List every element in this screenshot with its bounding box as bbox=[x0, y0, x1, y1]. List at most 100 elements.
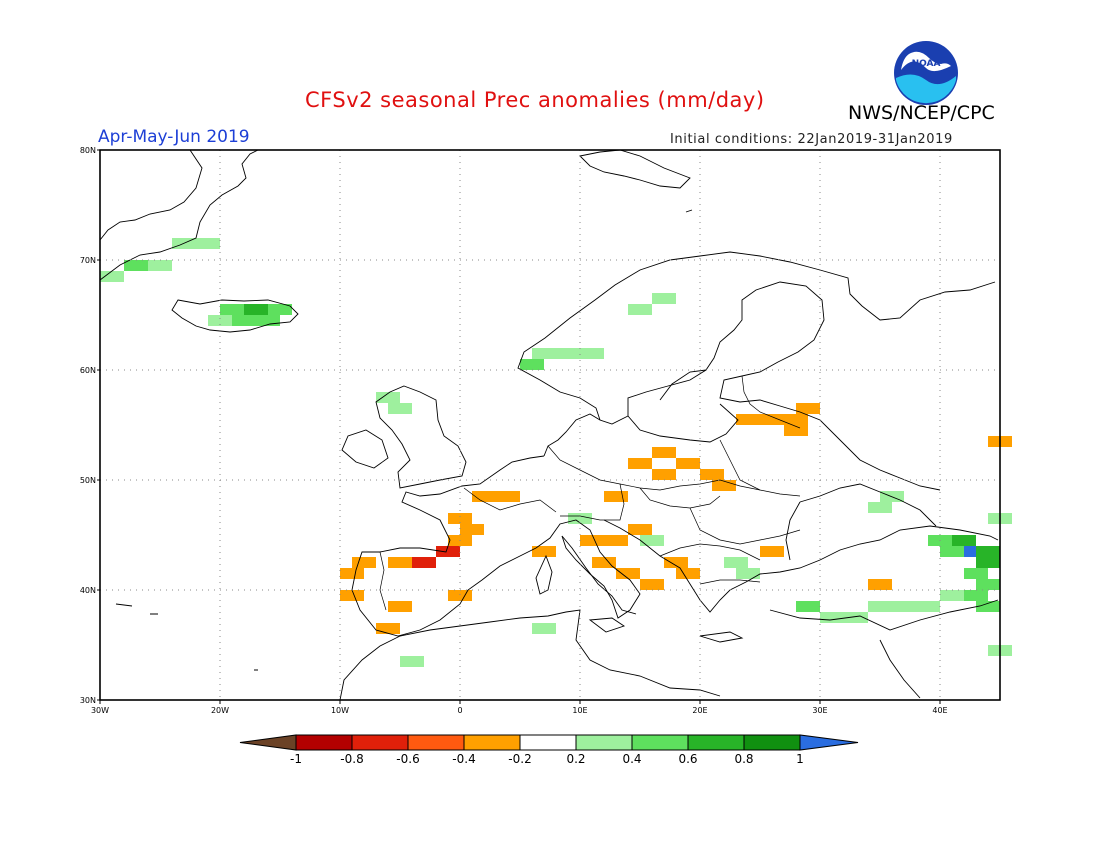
anomaly-cell bbox=[448, 513, 472, 524]
anomaly-cell bbox=[100, 271, 124, 282]
anomaly-cell bbox=[592, 557, 616, 568]
colorbar-label: -0.2 bbox=[508, 752, 532, 766]
anomaly-cell bbox=[676, 458, 700, 469]
anomaly-cell bbox=[568, 513, 592, 524]
anomaly-cell bbox=[640, 579, 664, 590]
anomaly-cell bbox=[820, 612, 844, 623]
colorbar-low-arrow bbox=[239, 734, 297, 751]
colorbar-box bbox=[743, 734, 801, 751]
graticule bbox=[100, 150, 1000, 700]
anomaly-cell bbox=[628, 524, 652, 535]
lat-label: 30N bbox=[80, 696, 96, 705]
anomaly-cell bbox=[604, 491, 628, 502]
anomaly-cell bbox=[580, 535, 604, 546]
anomaly-cell bbox=[460, 524, 484, 535]
anomaly-cell bbox=[244, 304, 268, 315]
lon-label: 20E bbox=[692, 706, 707, 715]
anomaly-cell bbox=[784, 425, 808, 436]
anomaly-cell bbox=[652, 447, 676, 458]
anomaly-cell bbox=[532, 623, 556, 634]
noaa-logo: NOAA bbox=[894, 41, 958, 105]
lon-label: 0 bbox=[457, 706, 462, 715]
map-title: CFSv2 seasonal Prec anomalies (mm/day) bbox=[305, 88, 765, 112]
lat-label: 40N bbox=[80, 586, 96, 595]
anomaly-cell bbox=[340, 568, 364, 579]
anomaly-cell bbox=[976, 557, 1000, 568]
lon-label: 30E bbox=[812, 706, 827, 715]
lat-label: 60N bbox=[80, 366, 96, 375]
anomaly-cell bbox=[976, 601, 1000, 612]
lat-label: 50N bbox=[80, 476, 96, 485]
colorbar-label: 1 bbox=[796, 752, 804, 766]
anomaly-cell bbox=[400, 656, 424, 667]
anomaly-cell bbox=[976, 546, 1000, 557]
anomaly-cell bbox=[952, 535, 976, 546]
anomaly-cell bbox=[640, 535, 664, 546]
lon-label: 10E bbox=[572, 706, 587, 715]
lon-label: 30W bbox=[91, 706, 109, 715]
anomaly-cell bbox=[616, 568, 640, 579]
anomaly-cell bbox=[940, 546, 964, 557]
colorbar-box bbox=[295, 734, 353, 751]
anomaly-cell bbox=[412, 557, 436, 568]
anomaly-cell bbox=[532, 348, 556, 359]
colorbar-box bbox=[351, 734, 409, 751]
anomaly-cell bbox=[220, 304, 244, 315]
anomaly-cell bbox=[376, 392, 400, 403]
anomaly-cell bbox=[472, 491, 496, 502]
colorbar bbox=[239, 734, 859, 751]
anomaly-cell bbox=[736, 568, 760, 579]
anomaly-cell bbox=[916, 601, 940, 612]
colorbar-box bbox=[407, 734, 465, 751]
anomaly-cell bbox=[388, 403, 412, 414]
lat-label: 70N bbox=[80, 256, 96, 265]
anomaly-cell bbox=[892, 601, 916, 612]
colorbar-box bbox=[463, 734, 521, 751]
anomaly-cell bbox=[436, 546, 460, 557]
lon-label: 10W bbox=[331, 706, 349, 715]
anomaly-cell bbox=[868, 601, 892, 612]
colorbar-label: 0.2 bbox=[566, 752, 586, 766]
lat-label: 80N bbox=[80, 146, 96, 155]
anomaly-cell bbox=[712, 480, 736, 491]
colorbar-label: 0.6 bbox=[678, 752, 698, 766]
anomaly-cell bbox=[256, 315, 280, 326]
anomaly-cells bbox=[100, 238, 1012, 667]
anomaly-cell bbox=[496, 491, 520, 502]
lon-label: 40E bbox=[932, 706, 947, 715]
colorbar-box bbox=[687, 734, 745, 751]
anomaly-cell bbox=[736, 414, 760, 425]
colorbar-label: -0.4 bbox=[452, 752, 476, 766]
colorbar-label: -0.8 bbox=[340, 752, 364, 766]
lon-label: 20W bbox=[211, 706, 229, 715]
anomaly-cell bbox=[604, 535, 628, 546]
anomaly-cell bbox=[628, 458, 652, 469]
anomaly-cell bbox=[760, 414, 784, 425]
anomaly-cell bbox=[388, 601, 412, 612]
anomaly-cell bbox=[232, 315, 256, 326]
anomaly-cell bbox=[760, 546, 784, 557]
colorbar-label: -0.6 bbox=[396, 752, 420, 766]
colorbar-high-arrow bbox=[799, 734, 859, 751]
colorbar-box bbox=[631, 734, 689, 751]
anomaly-cell bbox=[796, 403, 820, 414]
anomaly-cell bbox=[964, 568, 988, 579]
anomaly-cell bbox=[652, 469, 676, 480]
anomaly-cell bbox=[844, 612, 868, 623]
colorbar-label: 0.4 bbox=[622, 752, 642, 766]
colorbar-box bbox=[575, 734, 633, 751]
coastlines bbox=[99, 149, 999, 701]
anomaly-cell bbox=[448, 590, 472, 601]
anomaly-cell bbox=[940, 590, 964, 601]
anomaly-cell bbox=[796, 601, 820, 612]
colorbar-box bbox=[519, 734, 577, 751]
anomaly-cell bbox=[124, 260, 148, 271]
anomaly-cell bbox=[724, 557, 748, 568]
anomaly-cell bbox=[628, 304, 652, 315]
anomaly-cell bbox=[700, 469, 724, 480]
anomaly-cell bbox=[556, 348, 580, 359]
axis-labels: 30W 20W 10W 0 10E 20E 30E 40E 80N 70N 60N 50N 40N 30N bbox=[80, 146, 948, 715]
anomaly-cell bbox=[976, 579, 1000, 590]
anomaly-cell bbox=[376, 623, 400, 634]
map-frame bbox=[99, 149, 1001, 701]
